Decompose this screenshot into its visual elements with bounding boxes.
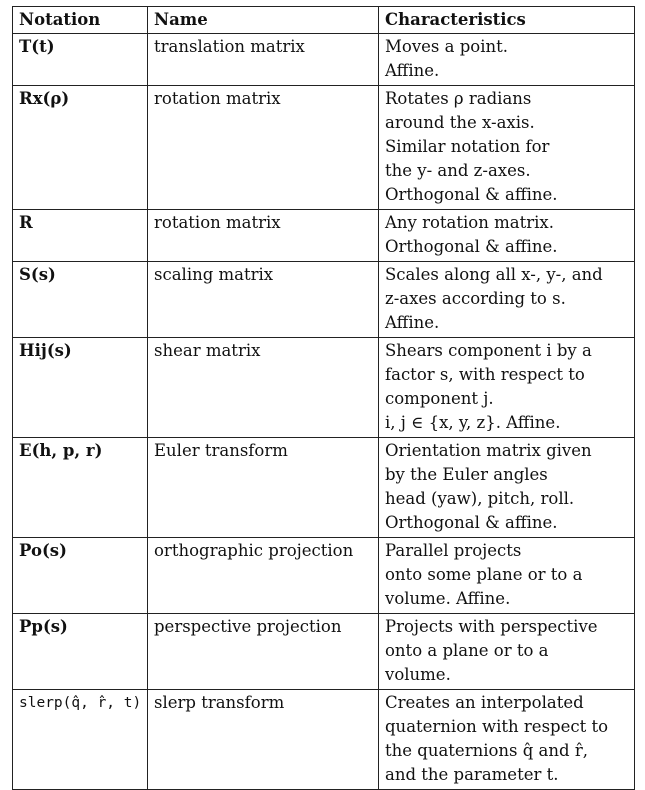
characteristics-line: Shears component i by a [385, 341, 592, 360]
notation-cell: Rx(ρ) [12, 85, 148, 210]
table-row: Hij(s) shear matrix Shears component i by … [12, 337, 635, 438]
notation-cell: S(s) [12, 261, 148, 338]
notation-cell: T(t) [12, 33, 148, 86]
name-cell: rotation matrix [147, 209, 379, 262]
header-name: Name [147, 6, 379, 34]
name-cell: shear matrix [147, 337, 379, 438]
characteristics-line: i, j ∈ {x, y, z}. Affine. [385, 413, 561, 432]
name-cell: rotation matrix [147, 85, 379, 210]
characteristics-line: Affine. [385, 61, 440, 80]
characteristics-cell: Orientation matrix given by the Euler ang… [378, 437, 635, 538]
characteristics-line: volume. [385, 665, 451, 684]
table-row: T(t) translation matrix Moves a point. Affi… [12, 33, 635, 86]
characteristics-line: Orientation matrix given [385, 441, 592, 460]
characteristics-cell: Any rotation matrix. Orthogonal & affine. [378, 209, 635, 262]
table-row: S(s) scaling matrix Scales along all x-, y… [12, 261, 635, 338]
characteristics-line: Orthogonal & affine. [385, 513, 558, 532]
notation-cell: slerp(q̂, r̂, t) [12, 689, 148, 790]
header-characteristics: Characteristics [378, 6, 635, 34]
table-row: Pp(s) perspective projection Projects with… [12, 613, 635, 690]
table-row: Po(s) orthographic projection Parallel pro… [12, 537, 635, 614]
name-cell: scaling matrix [147, 261, 379, 338]
name-cell: orthographic projection [147, 537, 379, 614]
characteristics-line: Parallel projects [385, 541, 522, 560]
characteristics-cell: Scales along all x-, y-, and z-axes accor… [378, 261, 635, 338]
notation-cell: E(h, p, r) [12, 437, 148, 538]
characteristics-line: by the Euler angles [385, 465, 548, 484]
characteristics-cell: Shears component i by a factor s, with re… [378, 337, 635, 438]
characteristics-line: component j. [385, 389, 494, 408]
characteristics-line: Creates an interpolated [385, 693, 584, 712]
characteristics-cell: Projects with perspective onto a plane or… [378, 613, 635, 690]
notation-cell: Hij(s) [12, 337, 148, 438]
characteristics-line: Orthogonal & affine. [385, 185, 558, 204]
characteristics-line: factor s, with respect to [385, 365, 585, 384]
characteristics-line: Moves a point. [385, 37, 508, 56]
table-row: E(h, p, r) Euler transform Orientation mat… [12, 437, 635, 538]
characteristics-line: onto some plane or to a [385, 565, 583, 584]
characteristics-cell: Rotates ρ radians around the x-axis. Simil… [378, 85, 635, 210]
characteristics-line: the quaternions q̂ and r̂, [385, 741, 588, 760]
characteristics-line: around the x-axis. [385, 113, 535, 132]
name-cell: translation matrix [147, 33, 379, 86]
characteristics-line: volume. Affine. [385, 589, 511, 608]
table-row: Rx(ρ) rotation matrix Rotates ρ radians aro… [12, 85, 635, 210]
notation-cell: R [12, 209, 148, 262]
name-cell: slerp transform [147, 689, 379, 790]
characteristics-line: onto a plane or to a [385, 641, 549, 660]
name-cell: Euler transform [147, 437, 379, 538]
characteristics-line: Similar notation for [385, 137, 550, 156]
characteristics-line: quaternion with respect to [385, 717, 609, 736]
characteristics-line: Rotates ρ radians [385, 89, 532, 108]
characteristics-line: Scales along all x-, y-, and [385, 265, 603, 284]
characteristics-line: head (yaw), pitch, roll. [385, 489, 575, 508]
table-row: slerp(q̂, r̂, t) slerp transform Creates a… [12, 689, 635, 790]
characteristics-line: Orthogonal & affine. [385, 237, 558, 256]
characteristics-line: the y- and z-axes. [385, 161, 531, 180]
characteristics-cell: Moves a point. Affine. [378, 33, 635, 86]
notation-cell: Pp(s) [12, 613, 148, 690]
characteristics-line: Any rotation matrix. [385, 213, 554, 232]
notation-cell: Po(s) [12, 537, 148, 614]
characteristics-line: and the parameter t. [385, 765, 559, 784]
characteristics-line: z-axes according to s. [385, 289, 566, 308]
characteristics-line: Affine. [385, 313, 440, 332]
characteristics-cell: Parallel projects onto some plane or to a… [378, 537, 635, 614]
characteristics-line: Projects with perspective [385, 617, 598, 636]
name-cell: perspective projection [147, 613, 379, 690]
transforms-table: Notation Name Characteristics T(t) transl… [12, 6, 635, 790]
table-body: T(t) translation matrix Moves a point. Affi… [12, 33, 635, 790]
characteristics-cell: Creates an interpolated quaternion with r… [378, 689, 635, 790]
header-row: Notation Name Characteristics [12, 6, 635, 34]
header-notation: Notation [12, 6, 148, 34]
